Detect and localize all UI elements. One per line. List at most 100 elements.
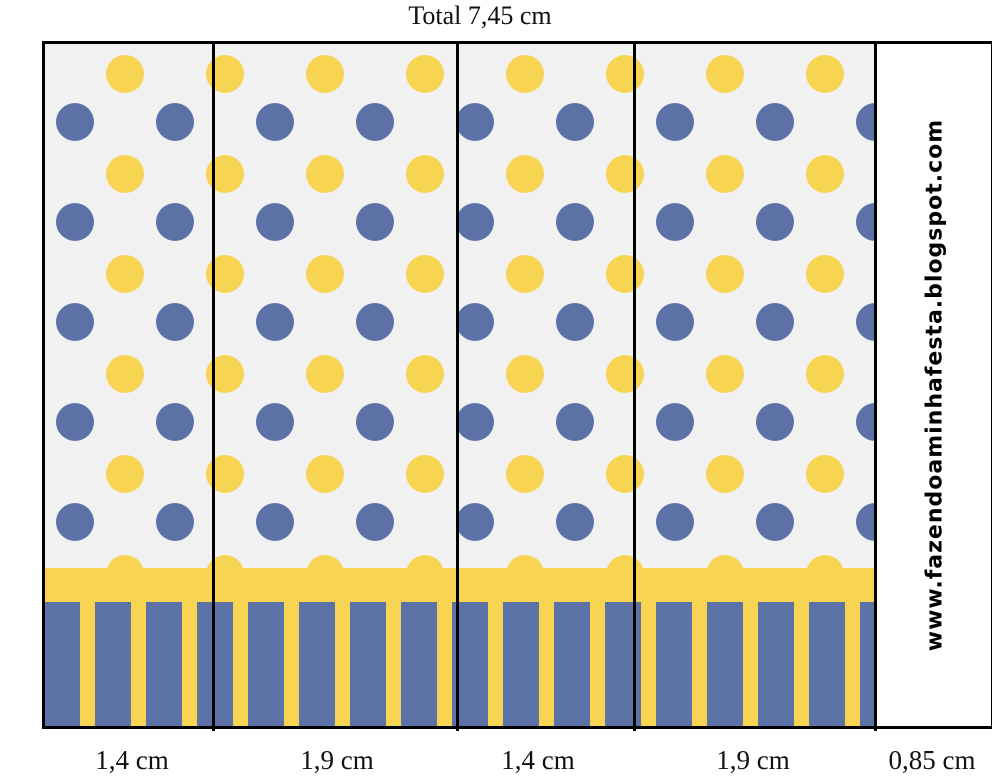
yellow-dot <box>106 55 144 93</box>
blue-stripe <box>248 602 284 729</box>
blue-stripe <box>707 602 743 729</box>
blue-dot <box>556 503 594 541</box>
blue-dot <box>356 103 394 141</box>
blue-dot <box>56 303 94 341</box>
blue-dot <box>356 303 394 341</box>
yellow-dot <box>106 455 144 493</box>
yellow-dot <box>106 155 144 193</box>
blue-stripe <box>758 602 794 729</box>
fold-line-4 <box>874 41 877 731</box>
yellow-dot <box>306 355 344 393</box>
blue-dot <box>256 403 294 441</box>
blue-stripe <box>44 602 80 729</box>
blue-dot <box>656 503 694 541</box>
total-width-label: Total 7,45 cm <box>408 1 552 30</box>
yellow-band <box>44 568 874 602</box>
blue-dot <box>856 403 876 441</box>
yellow-dot <box>406 155 444 193</box>
yellow-dot <box>606 355 644 393</box>
yellow-dot <box>806 255 844 293</box>
box-template <box>42 41 992 729</box>
blue-dot <box>756 503 794 541</box>
blue-dot <box>356 503 394 541</box>
blue-dot <box>656 203 694 241</box>
blue-stripe <box>146 602 182 729</box>
yellow-dot <box>406 255 444 293</box>
blue-dot <box>456 203 494 241</box>
blue-dot <box>456 103 494 141</box>
blue-dot <box>256 303 294 341</box>
yellow-dot <box>506 255 544 293</box>
yellow-dot <box>806 155 844 193</box>
blue-stripe <box>809 602 845 729</box>
blue-dot <box>856 303 876 341</box>
blue-stripe <box>860 602 874 729</box>
blue-dot <box>556 303 594 341</box>
yellow-dot <box>806 455 844 493</box>
blue-stripe <box>95 602 131 729</box>
blue-dot <box>256 503 294 541</box>
blue-dot <box>456 403 494 441</box>
yellow-dot <box>806 55 844 93</box>
dimension-label-2: 1,9 cm <box>300 745 374 775</box>
blue-dot <box>156 203 194 241</box>
yellow-dot <box>606 255 644 293</box>
dimension-label-3: 1,4 cm <box>501 745 575 775</box>
blue-dot <box>756 203 794 241</box>
blue-dot <box>56 403 94 441</box>
blue-dot <box>456 503 494 541</box>
yellow-dot <box>706 355 744 393</box>
yellow-dot <box>506 455 544 493</box>
yellow-dot <box>506 55 544 93</box>
yellow-dot <box>506 355 544 393</box>
yellow-dot <box>606 155 644 193</box>
blue-dot <box>656 103 694 141</box>
yellow-dot <box>606 55 644 93</box>
blue-stripe <box>350 602 386 729</box>
blue-stripe <box>401 602 437 729</box>
blue-dot <box>156 103 194 141</box>
blue-stripe <box>197 602 233 729</box>
fold-line-1 <box>212 41 215 731</box>
yellow-dot <box>406 55 444 93</box>
blue-dot <box>756 403 794 441</box>
blue-dot <box>156 403 194 441</box>
blue-dot <box>56 203 94 241</box>
blue-stripe <box>503 602 539 729</box>
blue-dot <box>256 203 294 241</box>
blue-dot <box>156 303 194 341</box>
dimension-label-1: 1,4 cm <box>95 745 169 775</box>
blue-dot <box>556 203 594 241</box>
yellow-dot <box>306 455 344 493</box>
dimension-label-4: 1,9 cm <box>716 745 790 775</box>
blue-dot <box>756 103 794 141</box>
yellow-dot <box>406 355 444 393</box>
fold-line-3 <box>633 41 636 731</box>
blue-dot <box>356 203 394 241</box>
stripe-band <box>44 602 874 729</box>
yellow-dot <box>706 255 744 293</box>
yellow-dot <box>806 355 844 393</box>
glue-flap <box>876 44 991 726</box>
blue-dot <box>156 503 194 541</box>
blue-dot <box>856 203 876 241</box>
dimension-label-5: 0,85 cm <box>888 745 976 775</box>
blue-dot <box>556 103 594 141</box>
blue-stripe <box>299 602 335 729</box>
blue-dot <box>556 403 594 441</box>
yellow-dot <box>606 455 644 493</box>
yellow-dot <box>306 55 344 93</box>
blue-dot <box>656 403 694 441</box>
blue-dot <box>456 303 494 341</box>
yellow-dot <box>106 355 144 393</box>
blog-url-text: www.fazendoaminhafesta.blogspot.com <box>922 118 948 652</box>
yellow-dot <box>406 455 444 493</box>
yellow-dot <box>706 155 744 193</box>
yellow-dot <box>106 255 144 293</box>
blue-dot <box>756 303 794 341</box>
blue-stripe <box>656 602 692 729</box>
blue-dot <box>356 403 394 441</box>
yellow-dot <box>306 155 344 193</box>
blue-dot <box>856 103 876 141</box>
yellow-dot <box>706 55 744 93</box>
